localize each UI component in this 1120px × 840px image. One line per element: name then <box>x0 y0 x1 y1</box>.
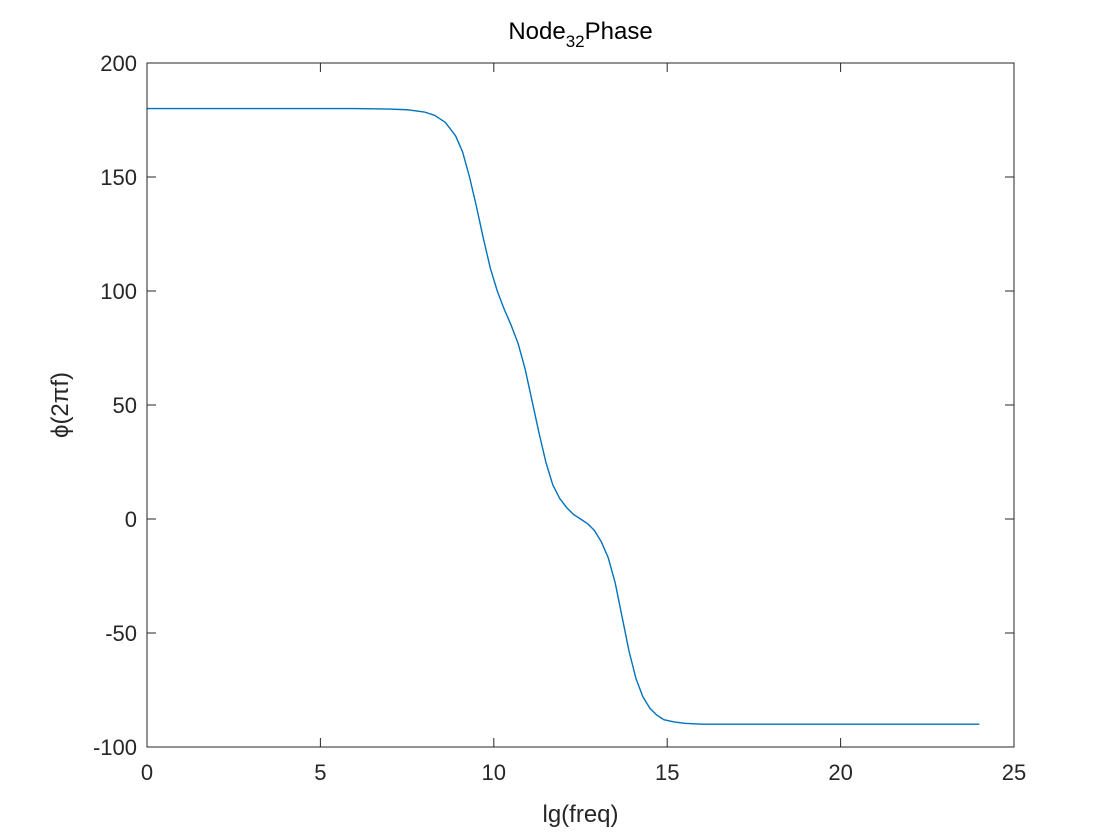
y-tick-label: 150 <box>100 165 137 190</box>
y-axis-ticks: -100 -50 0 50 100 150 200 <box>93 51 1014 760</box>
plot-background <box>147 63 1014 747</box>
chart-title: Node32Phase <box>508 18 652 51</box>
y-tick-label: -100 <box>93 735 137 760</box>
plot-frame <box>146 62 1015 748</box>
y-tick-label: 100 <box>100 279 137 304</box>
x-tick-label: 20 <box>828 760 852 785</box>
x-tick-label: 15 <box>655 760 679 785</box>
y-tick-label: 50 <box>113 393 137 418</box>
y-tick-label: 0 <box>125 507 137 532</box>
chart-title-prefix: Node <box>508 18 565 45</box>
y-tick-label: 200 <box>100 51 137 76</box>
series-layer <box>147 107 980 725</box>
x-tick-label: 5 <box>314 760 326 785</box>
y-axis-label: ϕ(2πf) <box>47 372 74 438</box>
x-tick-label: 0 <box>141 760 153 785</box>
chart-title-subscript: 32 <box>566 32 585 51</box>
chart-title-suffix: Phase <box>585 18 653 45</box>
phase-series-line <box>147 107 980 725</box>
x-axis-label: lg(freq) <box>542 801 618 828</box>
y-tick-label: -50 <box>105 621 137 646</box>
x-tick-label: 10 <box>482 760 506 785</box>
x-tick-label: 25 <box>1002 760 1026 785</box>
